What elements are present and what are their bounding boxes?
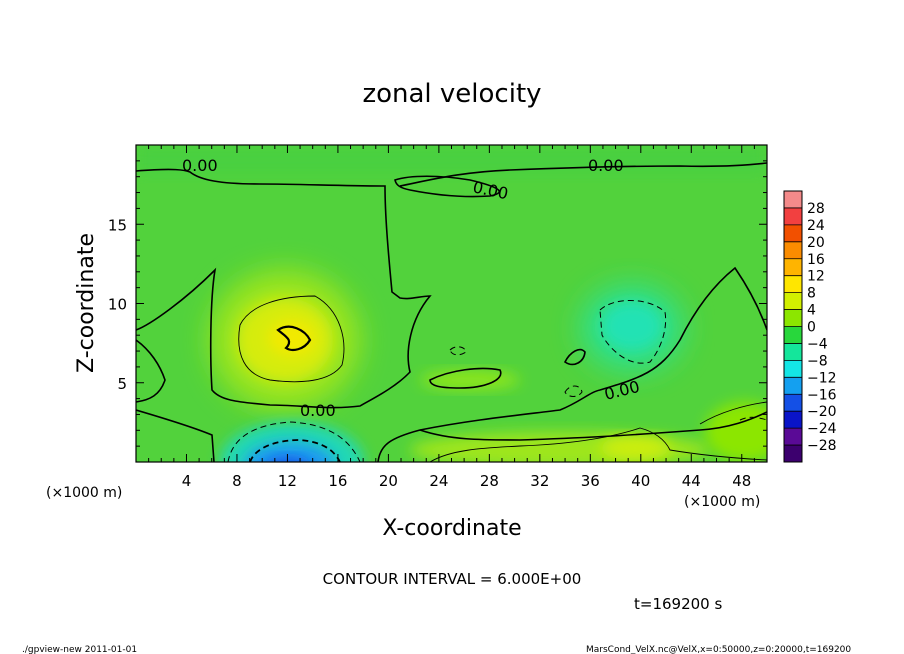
contour-label: 0.00 [588,156,624,175]
chart-title: zonal velocity [362,79,541,109]
contour-plus6-left [238,295,345,383]
colorbar-label: −16 [807,387,837,403]
colorbar-swatch [784,445,802,463]
field-zone-upper [136,145,767,175]
colorbar-swatch [784,224,802,243]
field-shading [136,145,767,462]
negative-contours [227,299,767,462]
contour-zero-island [429,367,502,389]
colorbar-label: 24 [807,218,825,234]
field-zone-right-edge [705,402,767,462]
contour-minus6-small [564,385,583,397]
colorbar-label: 0 [807,320,816,336]
y-axis-label: Z-coordinate [74,233,99,373]
contour-zero-island-2 [563,348,586,366]
zero-contours [136,162,767,462]
contour-zero-top-patch [394,175,500,198]
colorbar-label: −8 [807,353,828,369]
contour-minus6-bottom [227,421,361,462]
x-tick-label: 40 [631,472,650,490]
x-tick-label: 28 [480,472,499,490]
footer-left: ./gpview-new 2011-01-01 [22,645,137,654]
x-tick-label: 20 [379,472,398,490]
x-tick-label: 16 [328,472,347,490]
y-tick-label: 15 [108,216,127,234]
x-axis-label: X-coordinate [382,516,521,541]
contour-minus6-mid [449,346,467,356]
field-zone-bottom-core [244,442,336,462]
colorbar-label: −28 [807,438,837,454]
contour-zero-lower-mid [377,266,767,462]
contour-zero-max-core [276,325,312,351]
x-axis-unit-left: (×1000 m) [46,485,122,501]
colorbar-swatch [784,275,802,293]
field-zone-mid-patch [420,370,520,390]
contour-label: 0.00 [300,401,336,420]
x-tick-label: 12 [278,472,297,490]
colorbar-label: 8 [807,286,816,302]
colorbar-label: 20 [807,235,825,251]
colorbar-swatch [784,309,802,327]
colorbar-label: 12 [807,269,825,285]
colorbar-swatch [784,428,802,446]
contour-zero-left-edge [136,339,166,403]
y-tick-label: 5 [117,375,127,393]
time-text: t=169200 s [634,595,722,613]
x-axis-unit-right: (×1000 m) [684,494,760,510]
colorbar-swatch [784,394,802,412]
contour-interval-text: CONTOUR INTERVAL = 6.000E+00 [323,570,582,588]
colorbar-swatch [784,377,802,395]
contour-plus6-bottom [429,427,767,462]
contour-zero-lower [136,409,215,462]
colorbar-label: −12 [807,370,837,386]
x-tick-label: 32 [530,472,549,490]
y-axis-ticks: 5 10 15 [108,160,767,447]
x-tick-label: 44 [682,472,701,490]
colorbar-swatch [784,258,802,276]
contour-zero-top [136,168,432,409]
contour-plus6-right [699,401,767,425]
contour-zero-top-right [399,162,767,187]
contour-label: 0.00 [182,156,218,175]
field-zone-bottom-deep [270,458,306,462]
footer-right: MarsCond_VelX.nc@VelX,x=0:50000,z=0:2000… [586,645,851,654]
colorbar-swatch [784,292,802,310]
contour-zero-bottom-right [419,411,767,441]
colorbar-label: 28 [807,201,825,217]
colorbar-swatch [784,360,802,378]
colorbar-swatch [784,241,802,260]
contour-minus6-right-edge [739,416,767,421]
colorbar-label: 16 [807,252,825,268]
x-tick-label: 24 [429,472,448,490]
colorbar-label: −20 [807,404,837,420]
colorbar-swatch [784,207,802,226]
colorbar-label: −4 [807,336,828,352]
colorbar-label: −24 [807,421,837,437]
colorbar-swatch [784,411,802,429]
contour-minus12-bottom [249,439,341,462]
plot-area: 0.00 0.00 0.00 0.00 0.00 [136,145,767,462]
field-zone-right-core [602,302,662,350]
y-tick-label: 10 [108,296,127,314]
colorbar-swatch [784,191,802,209]
x-tick-label: 4 [182,472,192,490]
x-tick-label: 8 [232,472,242,490]
x-tick-label: 48 [732,472,751,490]
x-axis-ticks: 4 8 12 16 20 24 28 32 36 40 44 48 [148,145,755,490]
colorbar-swatch [784,343,802,361]
x-tick-label: 36 [581,472,600,490]
positive-contours [238,295,767,462]
colorbar-label: 4 [807,303,816,319]
contour-minus6-right [599,299,667,364]
colorbar-swatch [784,326,802,344]
field-zone-bottom-high-core [600,436,670,460]
